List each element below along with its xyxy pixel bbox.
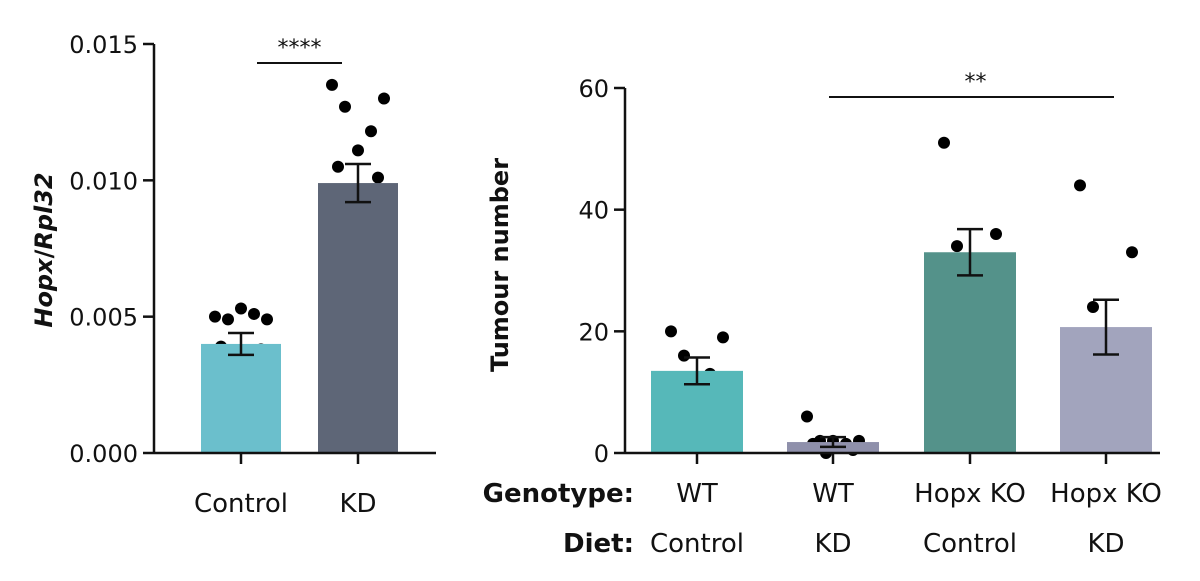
data-point — [990, 228, 1002, 240]
y-axis-label-gene: Hopx — [30, 257, 58, 328]
data-point — [1126, 246, 1138, 259]
data-point — [801, 410, 813, 423]
diet-label: KD — [814, 529, 851, 559]
x-category-label: KD — [339, 489, 376, 519]
genotype-label: Hopx KO — [914, 479, 1026, 509]
data-point — [332, 160, 344, 173]
bar-1 — [201, 343, 281, 453]
data-point — [352, 144, 364, 157]
x-category-label: Control — [194, 489, 288, 519]
y-tick-label: 60 — [578, 75, 609, 103]
data-point — [326, 78, 338, 91]
data-point — [209, 310, 221, 323]
data-point — [261, 313, 273, 326]
data-point — [938, 136, 950, 149]
genotype-label: Hopx KO — [1050, 479, 1162, 509]
significance-label: ** — [965, 70, 987, 95]
data-point — [248, 307, 260, 320]
data-point — [678, 349, 690, 362]
data-point — [222, 313, 234, 326]
data-point — [378, 92, 390, 105]
y-axis-label: Tumour number — [486, 158, 514, 372]
data-point — [717, 331, 729, 344]
data-point — [235, 302, 247, 315]
y-axis-label-reference: Rpl32 — [30, 172, 58, 249]
data-point — [372, 171, 384, 184]
genotype-row-label: Genotype: — [483, 479, 634, 509]
diet-label: Control — [650, 529, 744, 559]
genotype-label: WT — [676, 479, 718, 509]
diet-label: Control — [923, 529, 1017, 559]
data-point — [339, 100, 351, 113]
y-tick-label: 0.000 — [69, 440, 138, 468]
data-point — [665, 325, 677, 338]
genotype-label: WT — [812, 479, 854, 509]
significance-label: **** — [278, 36, 322, 61]
data-point — [1074, 179, 1086, 192]
bar-3 — [924, 252, 1016, 453]
data-point — [1087, 301, 1099, 313]
data-point — [365, 125, 377, 138]
y-tick-label: 40 — [578, 197, 609, 225]
y-axis-label-separator: / — [30, 249, 58, 258]
y-tick-label: 20 — [578, 318, 609, 346]
y-tick-label: 0.010 — [69, 167, 138, 195]
y-tick-label: 0.005 — [69, 304, 138, 332]
y-tick-label: 0 — [594, 440, 609, 468]
chart-hopx-expression: 0.000 0.005 0.010 0.015 **** Control KD Hopx/Rp… — [30, 31, 436, 519]
y-axis-label: Hopx/Rpl32 — [30, 172, 58, 327]
bar-2 — [318, 183, 398, 453]
diet-label: KD — [1087, 529, 1124, 559]
chart-tumour-number: 0 20 40 60 ** Tumour number Genotype: Diet: WT Co… — [483, 70, 1162, 559]
diet-row-label: Diet: — [563, 529, 634, 559]
y-tick-label: 0.015 — [69, 31, 138, 59]
data-point — [951, 240, 963, 253]
